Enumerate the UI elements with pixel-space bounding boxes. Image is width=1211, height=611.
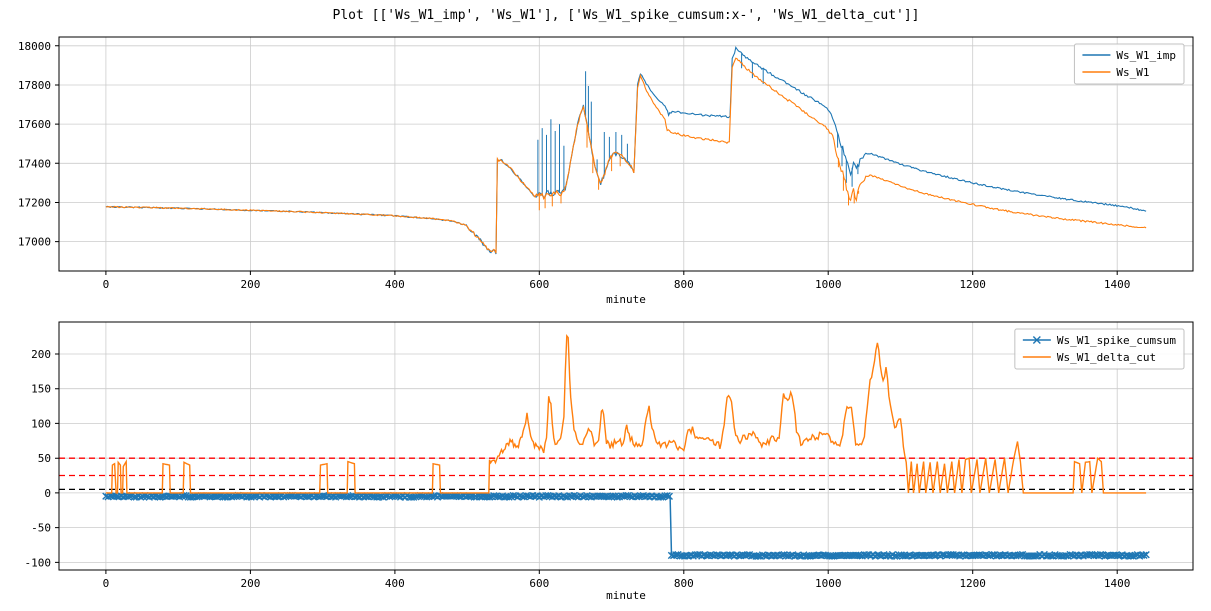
legend-x-marker-icon	[1032, 336, 1041, 344]
series-line-Ws_W1_imp	[105, 46, 1147, 255]
x-tick-label: 200	[240, 278, 260, 291]
series-layer	[102, 334, 1150, 560]
legend-box	[1014, 328, 1185, 370]
x-tick-label: 400	[385, 577, 405, 590]
series-line-Ws_W1_spike_cumsum	[105, 495, 1147, 557]
axes-frame	[58, 321, 1194, 571]
x-tick-label: 1400	[1104, 278, 1131, 291]
figure-title: Plot [['Ws_W1_imp', 'Ws_W1'], ['Ws_W1_sp…	[332, 8, 920, 23]
subplot-0: 0 200 400 600 800 1000 1200 1400 17000 17200 17400…	[18, 36, 1194, 291]
y-tick-label: 150	[31, 383, 51, 396]
series-layer	[105, 46, 1147, 255]
x-tick-label: 800	[674, 577, 694, 590]
x-tick-label: 1200	[959, 577, 986, 590]
y-tick-label: 17000	[18, 236, 51, 249]
y-tick-label: 0	[44, 487, 51, 500]
x-tick-label: 1400	[1104, 577, 1131, 590]
x-tick-label: 0	[103, 278, 110, 291]
x-tick-label: 400	[385, 278, 405, 291]
y-tick-label: 17200	[18, 196, 51, 209]
series-line-Ws_W1	[105, 57, 1147, 254]
x-tick-label: 600	[529, 577, 549, 590]
series-markers-Ws_W1_spike_cumsum	[102, 491, 1150, 560]
y-tick-label: 100	[31, 417, 51, 430]
legend-box	[1073, 43, 1185, 85]
legend-label: Ws_W1_delta_cut	[1057, 351, 1156, 364]
series-line-Ws_W1_delta_cut	[105, 334, 1147, 494]
y-tick-label: 200	[31, 348, 51, 361]
subplot-1: 0 200 400 600 800 1000 1200 1400 -100 -50 0 50 100 15…	[25, 321, 1194, 590]
x-tick-label: 1000	[815, 278, 842, 291]
legend-label: Ws_W1_imp	[1116, 49, 1176, 62]
top-chart-xlabel: minute	[606, 293, 646, 306]
legend-label: Ws_W1	[1116, 66, 1149, 79]
tick-marks	[55, 353, 1118, 574]
series-spikes-Ws_W1_imp	[537, 53, 859, 196]
legend: Ws_W1_imp Ws_W1	[1073, 43, 1185, 85]
axes-frame	[58, 36, 1194, 272]
legend: Ws_W1_spike_cumsum Ws_W1_delta_cut	[1014, 328, 1185, 370]
x-tick-label: 800	[674, 278, 694, 291]
x-tick-label: 600	[529, 278, 549, 291]
y-tick-label: 18000	[18, 40, 51, 53]
x-tick-label: 1200	[959, 278, 986, 291]
y-tick-label: 17600	[18, 118, 51, 131]
x-tick-label: 0	[103, 577, 110, 590]
y-tick-label: -50	[31, 522, 51, 535]
bottom-chart-xlabel: minute	[606, 589, 646, 602]
legend-label: Ws_W1_spike_cumsum	[1057, 334, 1177, 347]
y-tick-label: 50	[38, 452, 51, 465]
grid-lines	[59, 37, 1193, 271]
y-tick-label: 17400	[18, 157, 51, 170]
y-tick-label: -100	[25, 556, 52, 569]
x-tick-label: 1000	[815, 577, 842, 590]
series-spikes-Ws_W1	[538, 124, 860, 211]
y-tick-label: 17800	[18, 79, 51, 92]
x-tick-label: 200	[240, 577, 260, 590]
tick-marks	[55, 45, 1118, 275]
